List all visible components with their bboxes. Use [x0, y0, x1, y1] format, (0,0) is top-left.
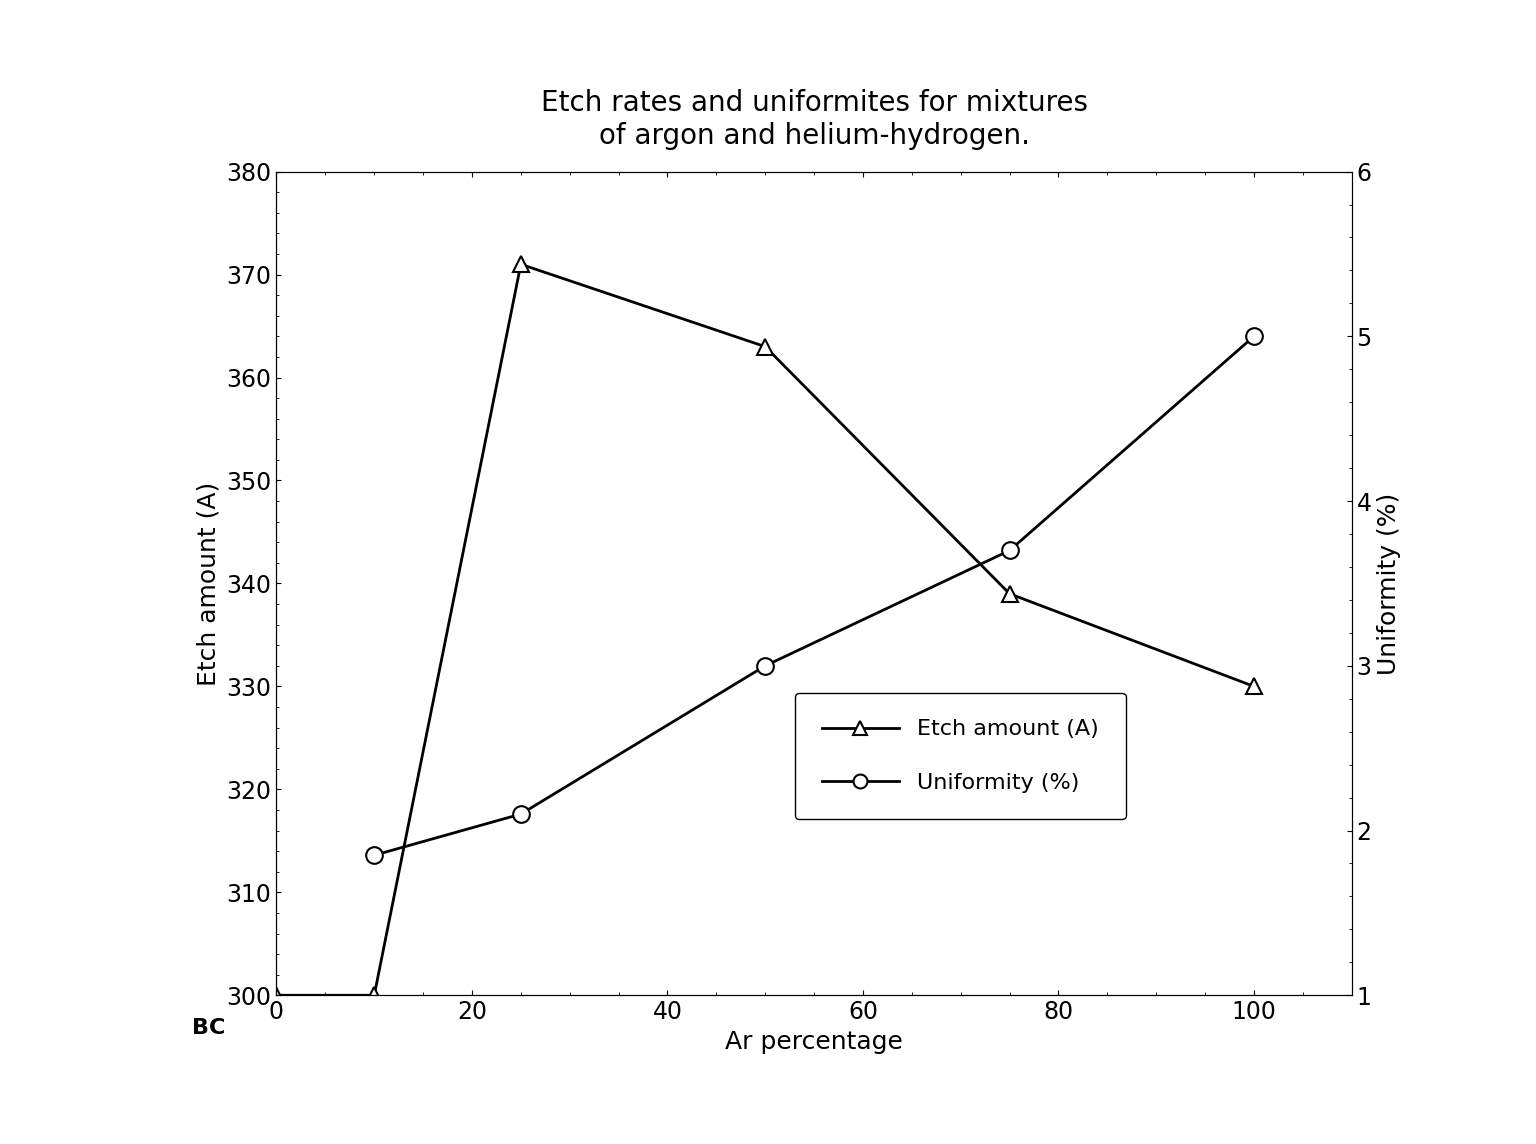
Etch amount (A): [267, 988, 286, 1002]
Y-axis label: Etch amount (A): Etch amount (A): [197, 482, 221, 685]
Uniformity (%): [1000, 543, 1018, 557]
Uniformity (%): [756, 659, 774, 673]
Title: Etch rates and uniformites for mixtures
of argon and helium-hydrogen.: Etch rates and uniformites for mixtures …: [541, 89, 1087, 150]
X-axis label: Ar percentage: Ar percentage: [725, 1030, 903, 1054]
Uniformity (%): [511, 808, 530, 821]
Text: BC: BC: [192, 1018, 226, 1038]
Uniformity (%): [1244, 329, 1263, 343]
Line: Etch amount (A): Etch amount (A): [269, 256, 1263, 1003]
Etch amount (A): [1000, 587, 1018, 601]
Etch amount (A): [756, 340, 774, 353]
Etch amount (A): [1244, 680, 1263, 693]
Etch amount (A): [366, 988, 384, 1002]
Legend: Etch amount (A), Uniformity (%): Etch amount (A), Uniformity (%): [796, 693, 1126, 819]
Y-axis label: Uniformity (%): Uniformity (%): [1378, 492, 1401, 675]
Uniformity (%): [366, 849, 384, 863]
Etch amount (A): [511, 257, 530, 271]
Line: Uniformity (%): Uniformity (%): [366, 328, 1263, 864]
